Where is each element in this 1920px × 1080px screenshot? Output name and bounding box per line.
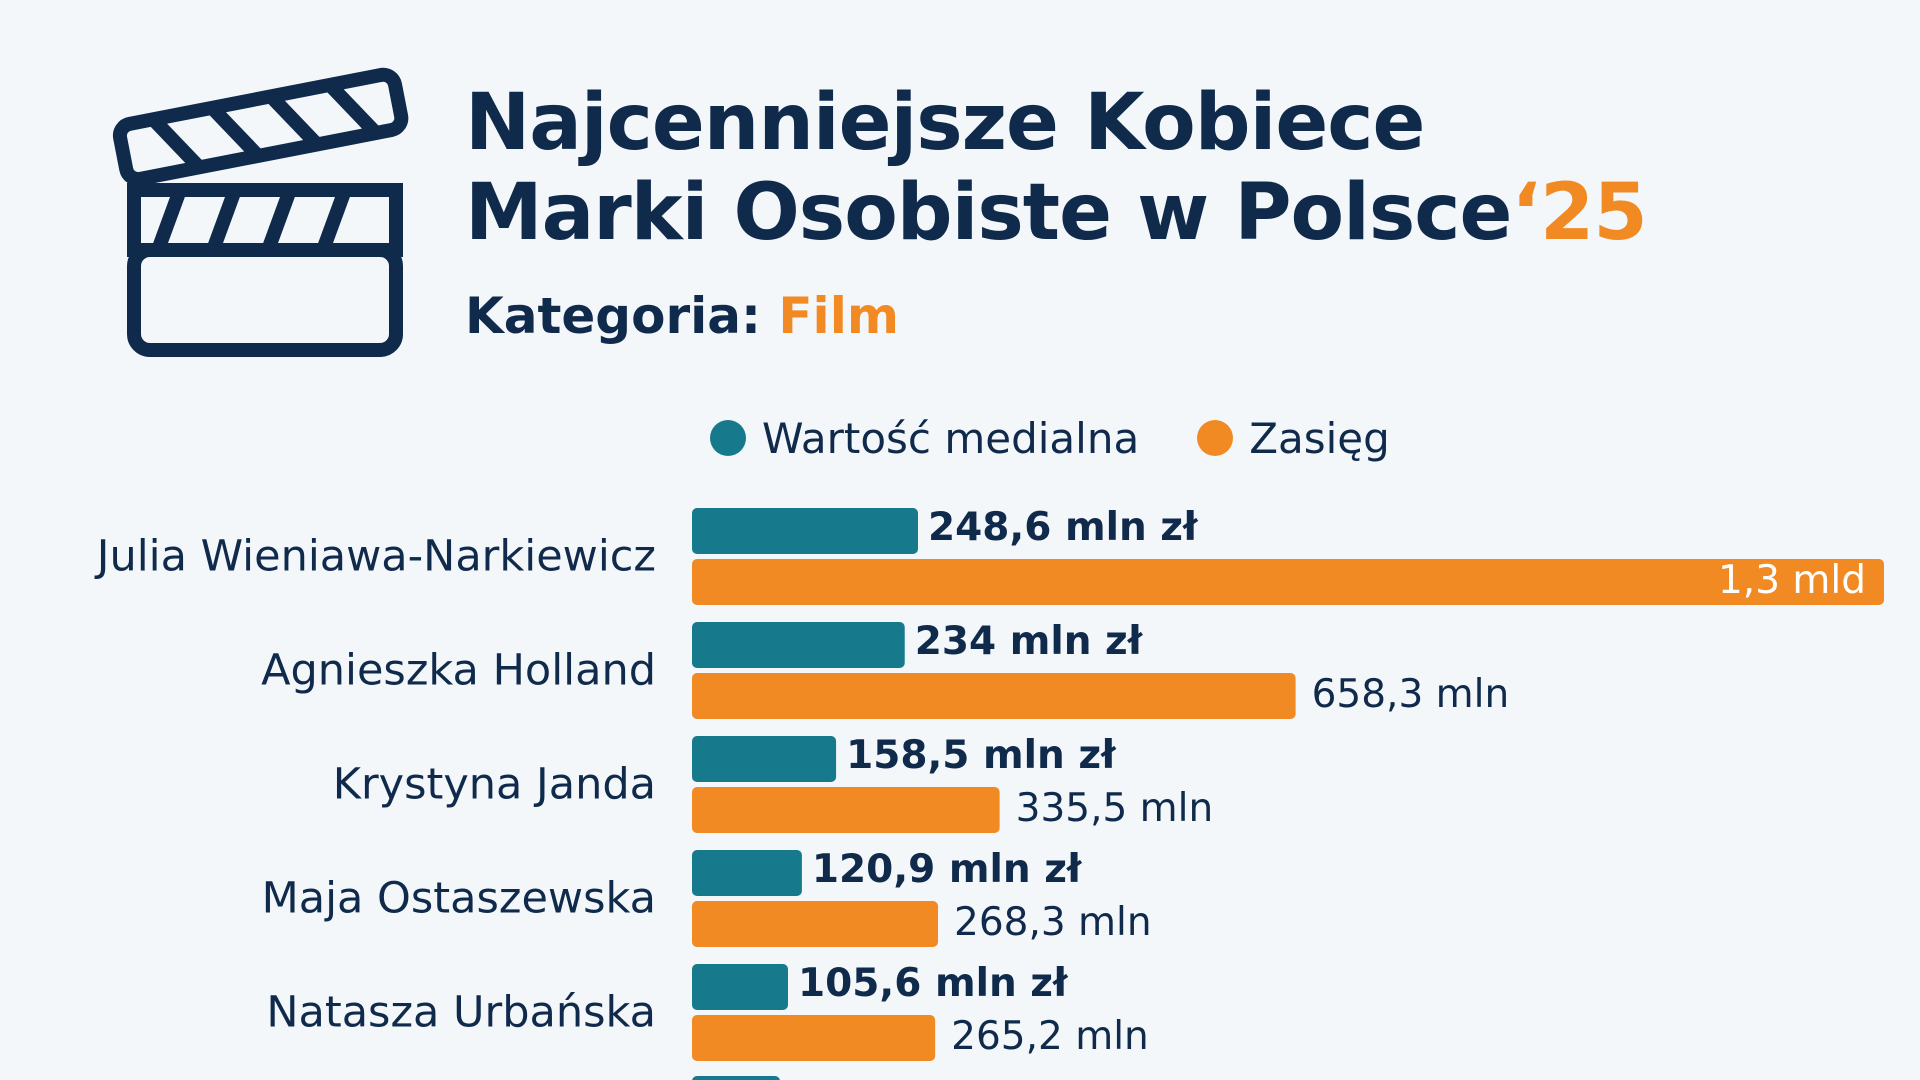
data-label-reach: 335,5 mln	[1016, 786, 1214, 831]
legend-label-reach: Zasięg	[1249, 413, 1390, 463]
legend-dot-reach	[1197, 420, 1234, 456]
legend-item-media-value: Wartość medialna	[710, 414, 1139, 463]
bar-reach	[692, 559, 1884, 605]
data-label-media-value: 120,9 mln zł	[812, 847, 1083, 892]
bar-media-value	[692, 622, 905, 668]
data-label-media-value: 105,6 mln zł	[798, 961, 1069, 1006]
category-label: Krystyna Janda	[333, 760, 656, 810]
legend-item-reach: Zasięg	[1197, 414, 1390, 463]
data-label-reach: 268,3 mln	[954, 900, 1152, 945]
title-line-2: Marki Osobiste w Polsce	[465, 168, 1512, 258]
data-label-media-value: 234 mln zł	[915, 619, 1144, 664]
data-label-media-value: 158,5 mln zł	[846, 733, 1117, 778]
data-label-media-value: 248,6 mln zł	[928, 505, 1199, 550]
category-label: Julia Wieniawa-Narkiewicz	[94, 532, 656, 582]
page-title: Najcenniejsze Kobiece Marki Osobiste w P…	[465, 78, 1648, 258]
data-label-reach: 265,2 mln	[951, 1014, 1149, 1059]
bar-media-value	[692, 508, 918, 554]
category-label: Agnieszka Holland	[261, 646, 656, 696]
bar-reach	[692, 901, 939, 947]
bar-media-value-cropped	[692, 1076, 780, 1080]
bar-reach	[692, 1015, 936, 1061]
title-line-1: Najcenniejsze Kobiece	[465, 78, 1425, 168]
category-label: Natasza Urbańska	[266, 988, 656, 1038]
category-value: Film	[778, 287, 899, 345]
category-subtitle: Kategoria: Film	[465, 286, 899, 346]
legend-label-media-value: Wartość medialna	[762, 413, 1140, 463]
bar-reach	[692, 787, 1000, 833]
clapperboard-icon	[112, 67, 409, 357]
bar-reach	[692, 673, 1296, 719]
category-label: Maja Ostaszewska	[262, 874, 656, 924]
bar-media-value	[692, 964, 788, 1010]
bar-media-value	[692, 736, 837, 782]
category-label: Kategoria:	[465, 287, 761, 345]
chart-legend: Wartość medialna Zasięg	[710, 410, 1448, 466]
legend-dot-media-value	[710, 420, 746, 456]
data-label-reach: 1,3 mld	[1718, 558, 1866, 603]
bar-media-value	[692, 850, 802, 896]
title-year: ‘25	[1511, 168, 1647, 258]
data-label-reach: 658,3 mln	[1312, 672, 1510, 717]
